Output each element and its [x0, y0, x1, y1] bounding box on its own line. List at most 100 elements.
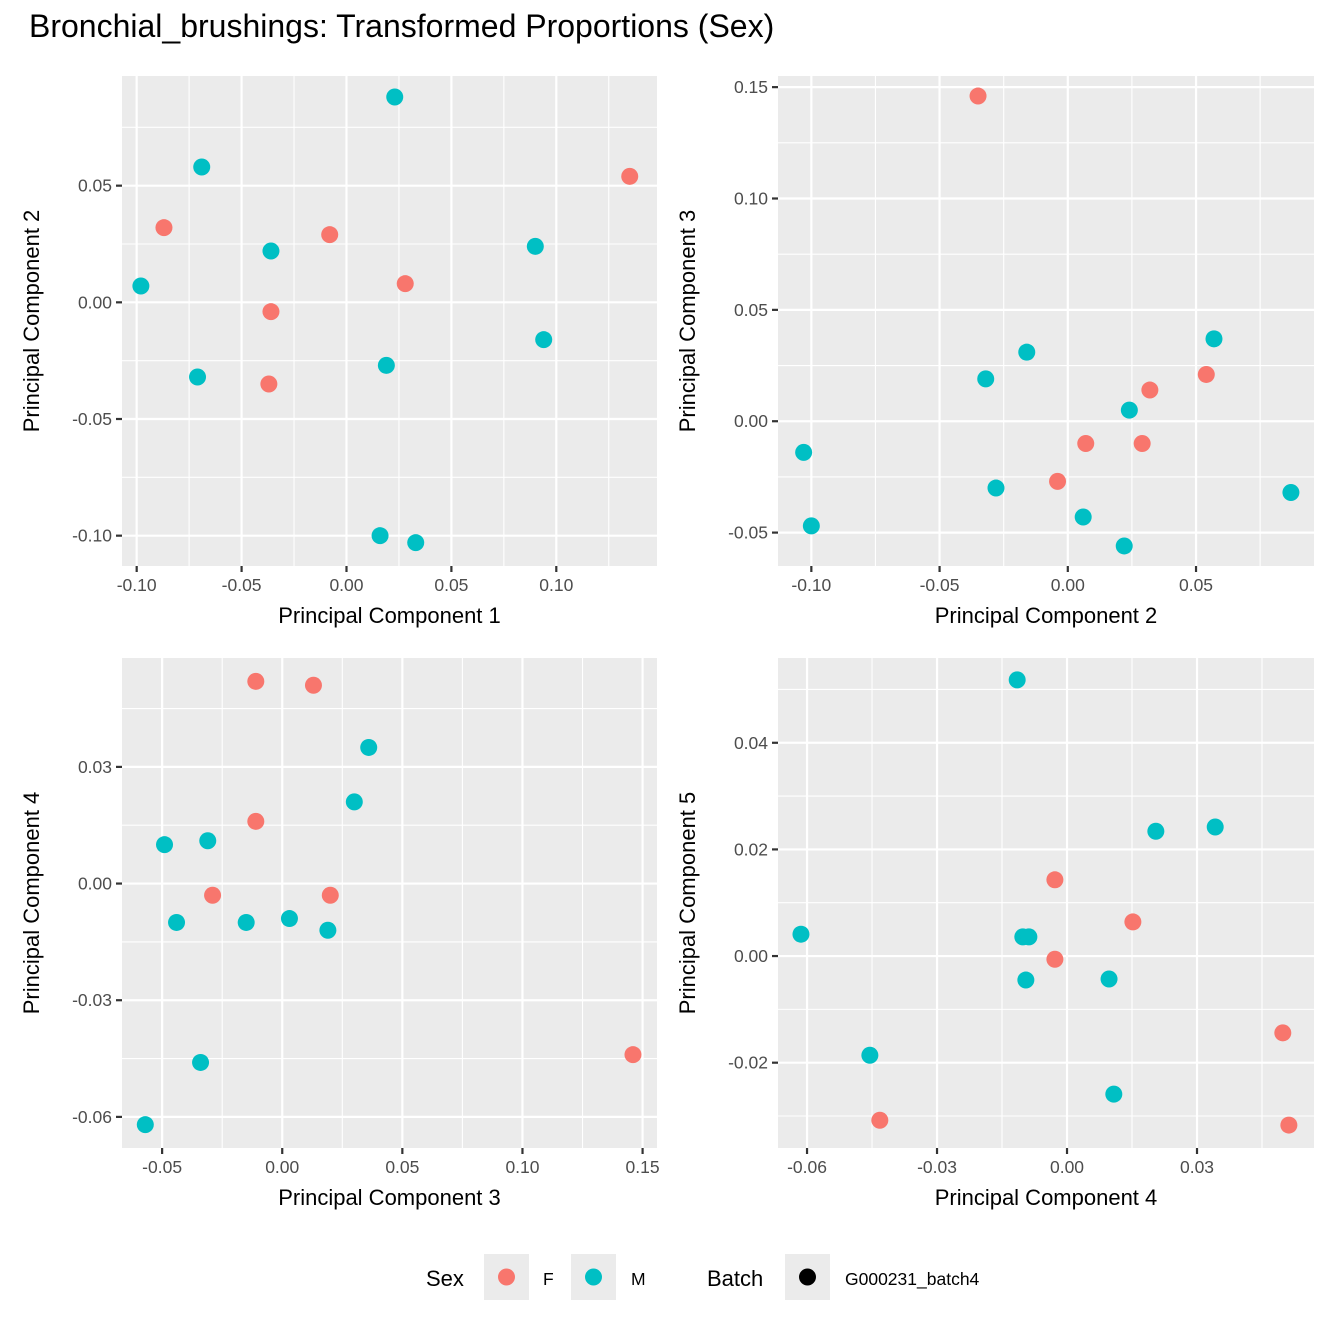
data-point-m: [1018, 343, 1036, 361]
y-axis-title: Principal Component 4: [19, 792, 44, 1015]
x-tick-label: 0.00: [1050, 1157, 1084, 1177]
data-point-m: [386, 88, 404, 106]
data-point-m: [192, 1053, 210, 1071]
panel-background: [778, 76, 1314, 566]
data-point-f: [1077, 435, 1095, 452]
data-point-f: [321, 226, 339, 244]
data-point-m: [168, 913, 186, 931]
y-tick-label: 0.02: [734, 839, 768, 859]
x-axis-title: Principal Component 4: [935, 1185, 1158, 1210]
x-tick-label: 0.05: [385, 1157, 419, 1177]
y-tick-label: -0.03: [72, 990, 112, 1010]
y-tick-label: 0.05: [734, 300, 768, 320]
data-point-m: [987, 479, 1005, 497]
data-point-f: [1197, 365, 1215, 383]
data-point-m: [1017, 971, 1035, 989]
data-point-m: [526, 237, 544, 255]
y-tick-label: 0.03: [78, 757, 112, 777]
data-point-f: [1141, 381, 1159, 399]
panel-2: -0.10 -0.05 0.00 0.05 -0.05 0.00 0.05 0.10 0.15 P…: [675, 76, 1314, 628]
y-axis-title: Principal Component 5: [675, 792, 700, 1015]
legend-point-m: [585, 1268, 602, 1286]
data-point-m: [199, 832, 217, 850]
y-tick-label: -0.02: [728, 1053, 768, 1073]
data-point-m: [1206, 818, 1224, 836]
data-point-m: [1074, 508, 1092, 526]
data-point-m: [377, 356, 395, 374]
x-tick-label: 0.10: [505, 1157, 539, 1177]
data-point-m: [1020, 928, 1038, 946]
y-tick-label: 0.00: [734, 411, 768, 431]
data-point-m: [1205, 330, 1223, 348]
y-tick-label: -0.06: [72, 1107, 112, 1127]
data-point-m: [535, 331, 553, 349]
data-point-m: [861, 1046, 879, 1064]
y-tick-label: -0.10: [72, 526, 112, 546]
legend-label-m: M: [631, 1269, 646, 1289]
panel-3: -0.05 0.00 0.05 0.10 0.15 -0.06 -0.03 0.00 0.03 P…: [19, 658, 660, 1210]
data-point-f: [624, 1046, 642, 1064]
data-point-m: [1147, 822, 1165, 840]
data-point-m: [407, 534, 425, 552]
data-point-m: [1105, 1085, 1123, 1103]
y-tick-label: -0.05: [728, 523, 768, 543]
data-point-f: [1046, 950, 1064, 968]
data-point-f: [1049, 472, 1067, 490]
x-tick-label: -0.05: [920, 575, 960, 595]
x-axis-title: Principal Component 3: [278, 1185, 501, 1210]
x-tick-label: -0.03: [917, 1157, 957, 1177]
legend-title-batch: Batch: [707, 1266, 763, 1291]
data-point-f: [1046, 871, 1064, 889]
legend-label-f: F: [543, 1269, 554, 1289]
x-tick-label: 0.05: [1179, 575, 1213, 595]
legend-title-sex: Sex: [426, 1266, 464, 1291]
legend-point-f: [498, 1268, 515, 1286]
data-point-f: [871, 1111, 889, 1129]
y-tick-label: 0.10: [734, 189, 768, 209]
data-point-m: [345, 793, 363, 811]
y-tick-label: 0.00: [734, 946, 768, 966]
x-axis-title: Principal Component 2: [935, 603, 1158, 628]
x-tick-label: -0.06: [787, 1157, 827, 1177]
data-point-m: [371, 527, 389, 545]
x-tick-label: 0.05: [434, 575, 468, 595]
data-point-m: [1282, 484, 1300, 501]
data-point-f: [304, 676, 322, 694]
data-point-f: [1124, 913, 1142, 931]
data-point-f: [260, 375, 278, 393]
data-point-m: [193, 158, 211, 176]
y-tick-label: 0.00: [78, 292, 112, 312]
data-point-m: [262, 242, 280, 260]
x-tick-label: 0.10: [539, 575, 573, 595]
y-tick-label: 0.15: [734, 77, 768, 97]
data-point-m: [189, 368, 207, 386]
x-tick-label: 0.00: [265, 1157, 299, 1177]
x-tick-label: 0.03: [1180, 1157, 1214, 1177]
x-axis-title: Principal Component 1: [278, 603, 501, 628]
data-point-m: [237, 913, 255, 931]
data-point-f: [1274, 1024, 1292, 1042]
y-tick-label: -0.05: [72, 409, 112, 429]
x-tick-label: -0.10: [117, 575, 157, 595]
data-point-f: [247, 672, 265, 690]
panel-1: -0.10 -0.05 0.00 0.05 0.10 -0.10 -0.05 0.00 0.05…: [19, 76, 657, 628]
y-tick-label: 0.04: [734, 733, 768, 753]
data-point-m: [792, 925, 810, 943]
legend-point-batch: [799, 1268, 816, 1286]
data-point-m: [280, 910, 298, 928]
data-point-f: [204, 886, 222, 904]
data-point-f: [321, 886, 339, 904]
x-tick-label: 0.15: [626, 1157, 660, 1177]
y-axis-title: Principal Component 3: [675, 210, 700, 433]
data-point-m: [132, 277, 150, 295]
y-tick-label: 0.00: [78, 874, 112, 894]
data-point-f: [396, 275, 414, 293]
x-tick-label: -0.05: [142, 1157, 182, 1177]
legend-label-batch: G000231_batch4: [845, 1269, 980, 1290]
panel-4: -0.06 -0.03 0.00 0.03 -0.02 0.00 0.02 0.04 Princ…: [675, 658, 1314, 1210]
data-point-m: [1100, 970, 1118, 988]
panel-background: [122, 76, 657, 566]
data-point-m: [795, 443, 813, 461]
data-point-f: [1133, 435, 1151, 452]
